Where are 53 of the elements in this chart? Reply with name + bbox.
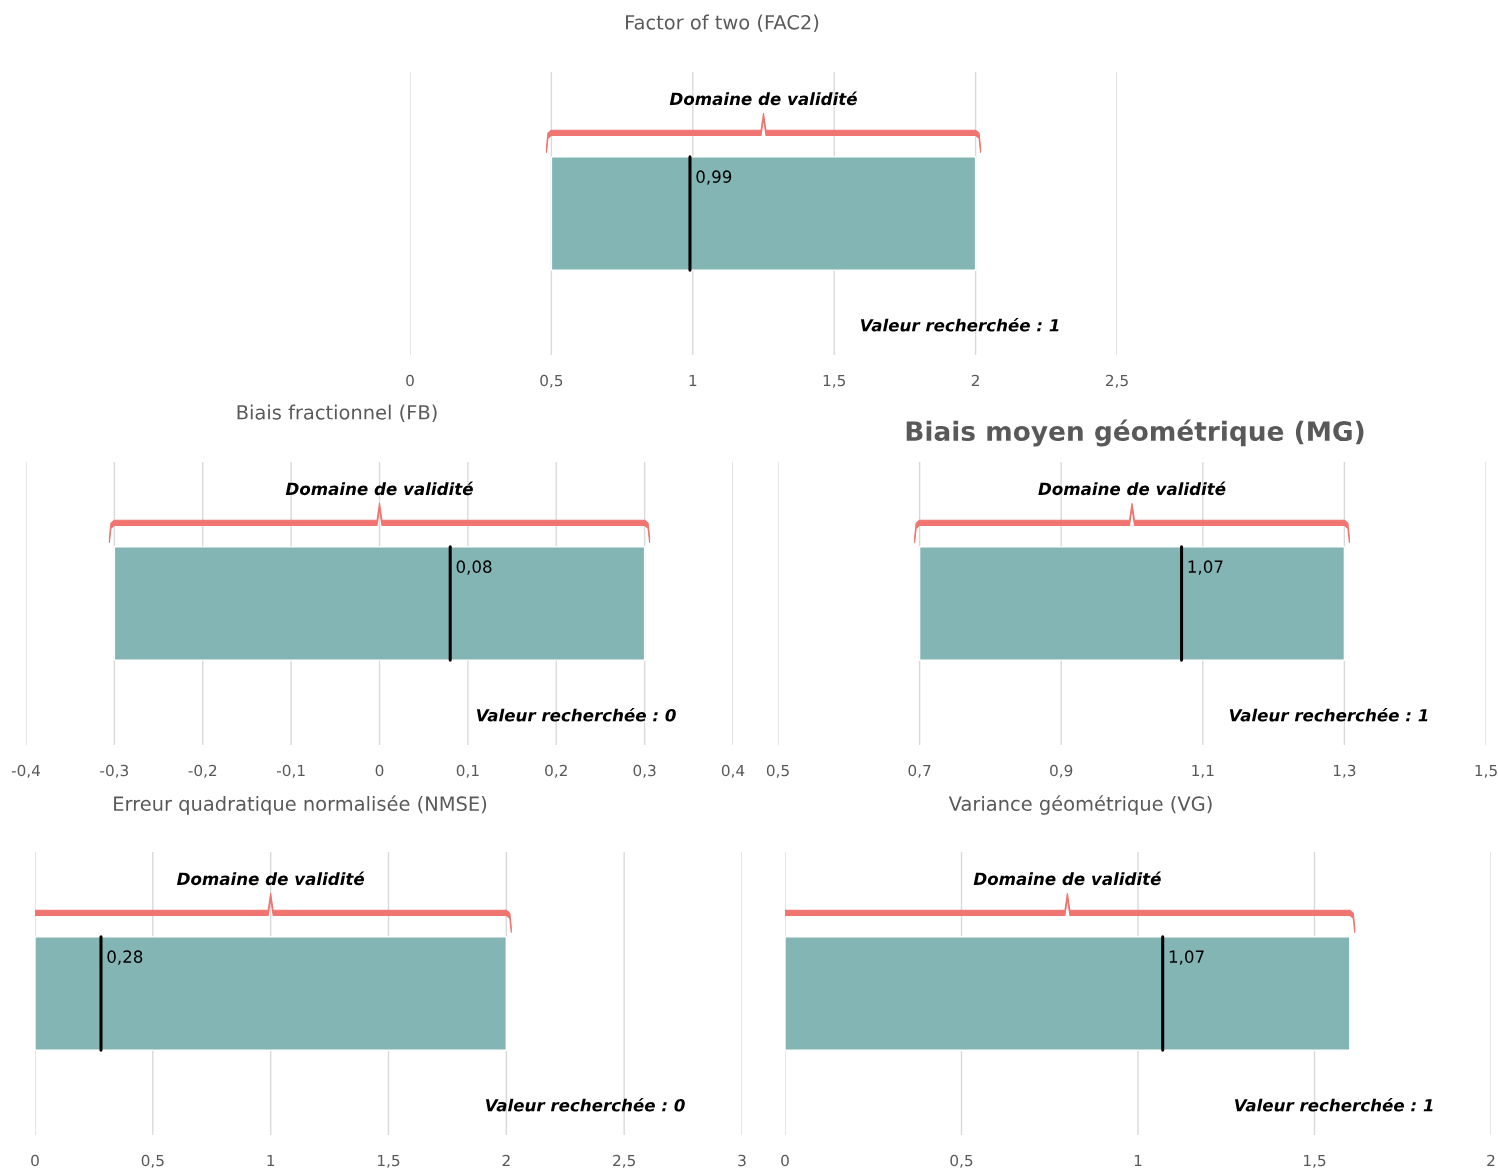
x-tick-label: 2,5 (613, 1154, 635, 1168)
x-tick-label: 0,9 (1050, 764, 1073, 778)
x-tick-label: -0,4 (11, 764, 41, 778)
ref-line-label: 0,28 (107, 950, 143, 965)
x-tick-label: 0 (406, 374, 414, 387)
x-tick-label: 0 (781, 1154, 789, 1167)
x-tick-label: 0,5 (141, 1154, 164, 1168)
x-tick-label: 0,3 (633, 764, 656, 778)
x-tick-label: -0,1 (276, 764, 305, 778)
annotation: Valeur recherchée : 0 (485, 1097, 685, 1112)
x-tick-label: 2 (1487, 1154, 1495, 1167)
x-tick-label: 0,5 (766, 764, 789, 778)
annotation: Domaine de validité (285, 481, 474, 496)
x-tick-label: 0,5 (950, 1154, 973, 1168)
x-tick-label: -0,3 (100, 764, 129, 778)
x-tick-label: 1,5 (1475, 764, 1497, 778)
x-tick-label: 1,5 (378, 1154, 400, 1168)
annotation: Domaine de validité (669, 91, 858, 106)
ref-line-label: 1,07 (1188, 560, 1223, 575)
x-tick-label: 0 (375, 764, 384, 777)
x-tick-label: 1,3 (1333, 764, 1356, 778)
annotation: Domaine de validité (973, 871, 1161, 886)
x-tick-label: 0,1 (456, 764, 479, 778)
chart-title: Variance géométrique (VG) (948, 795, 1212, 815)
x-tick-label: 0 (31, 1154, 39, 1167)
x-tick-label: 2,5 (1105, 374, 1128, 388)
x-tick-label: 0,2 (545, 764, 567, 778)
x-tick-label: 0,7 (908, 764, 931, 778)
chart-title: Factor of two (FAC2) (626, 14, 819, 32)
annotation: Valeur recherchée : 1 (860, 317, 1059, 332)
chart-title: Biais moyen géométrique (MG) (906, 419, 1364, 447)
x-tick-label: 1,5 (823, 374, 846, 388)
annotation: Valeur recherchée : 1 (1229, 707, 1428, 722)
x-tick-label: 2 (971, 374, 979, 387)
chart-title: Biais fractionnel (FB) (237, 404, 437, 422)
x-tick-label: 1 (689, 374, 697, 387)
x-tick-label: 1,5 (1304, 1154, 1326, 1168)
x-tick-label: 1,1 (1192, 764, 1214, 778)
ref-line-label: 0,99 (696, 170, 732, 185)
x-tick-label: 0,4 (721, 764, 745, 778)
x-tick-label: 1 (267, 1154, 275, 1167)
x-tick-label: 3 (738, 1154, 746, 1167)
annotation: Valeur recherchée : 0 (476, 707, 676, 722)
x-tick-label: -0,2 (188, 764, 217, 778)
annotation: Valeur recherchée : 1 (1235, 1097, 1433, 1112)
ref-line-label: 0,08 (456, 560, 492, 575)
ref-line-label: 1,07 (1169, 950, 1204, 965)
annotation: Domaine de validité (176, 871, 365, 886)
annotation: Domaine de validité (1038, 481, 1226, 496)
x-tick-label: 0,5 (540, 374, 563, 388)
chart-title: Erreur quadratique normalisée (NMSE) (114, 795, 487, 815)
x-tick-label: 1 (1134, 1154, 1142, 1167)
x-tick-label: 2 (502, 1154, 510, 1167)
